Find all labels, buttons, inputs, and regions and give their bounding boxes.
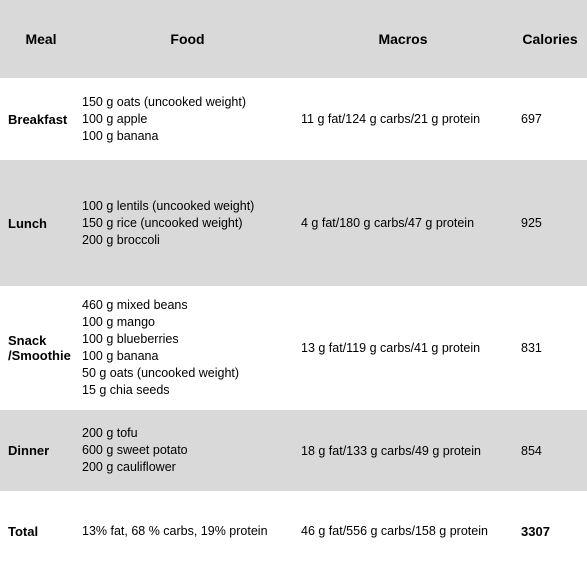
food-list: 200 g tofu 600 g sweet potato 200 g caul… — [82, 425, 293, 476]
food-item: 460 g mixed beans — [82, 298, 188, 312]
total-label: Total — [8, 523, 39, 539]
food-item: 150 g oats (uncooked weight) — [82, 94, 246, 109]
table-row-lunch: Lunch 100 g lentils (uncooked weight) 15… — [0, 160, 587, 286]
food-item: 15 g chia seeds — [82, 383, 170, 397]
header-meal: Meal — [25, 31, 57, 47]
total-macros: 46 g fat/556 g carbs/158 g protein — [301, 524, 488, 538]
total-calories: 3307 — [521, 523, 550, 539]
macros-value: 4 g fat/180 g carbs/47 g protein — [301, 216, 475, 230]
header-macros: Macros — [378, 31, 428, 47]
meal-label: Snack /Smoothie — [0, 333, 82, 363]
macros-value: 11 g fat/124 g carbs/21 g protein — [301, 112, 481, 126]
food-item: 200 g broccoli — [82, 232, 160, 247]
food-list: 150 g oats (uncooked weight) 100 g apple… — [82, 94, 293, 145]
food-item: 100 g lentils (uncooked weight) — [82, 198, 255, 213]
total-ratio: 13% fat, 68 % carbs, 19% protein — [82, 523, 268, 538]
meal-label: Lunch — [8, 215, 47, 231]
food-item: 200 g tofu — [82, 426, 138, 440]
food-item: 100 g blueberries — [82, 332, 179, 346]
food-list: 100 g lentils (uncooked weight) 150 g ri… — [82, 198, 293, 249]
calories-value: 697 — [521, 112, 542, 126]
meal-label: Breakfast — [8, 111, 68, 127]
food-item: 150 g rice (uncooked weight) — [82, 215, 243, 230]
table-row-snack: Snack /Smoothie 460 g mixed beans 100 g … — [0, 286, 587, 410]
table-row-dinner: Dinner 200 g tofu 600 g sweet potato 200… — [0, 410, 587, 491]
total-row: Total 13% fat, 68 % carbs, 19% protein 4… — [0, 491, 587, 571]
food-item: 100 g mango — [82, 315, 155, 329]
food-item: 200 g cauliflower — [82, 460, 176, 474]
header-food: Food — [170, 30, 205, 47]
food-list: 460 g mixed beans 100 g mango 100 g blue… — [82, 297, 293, 399]
meal-label-line: /Smoothie — [8, 348, 71, 363]
food-item: 100 g banana — [82, 128, 159, 143]
macros-value: 13 g fat/119 g carbs/41 g protein — [301, 341, 481, 355]
header-calories: Calories — [522, 31, 578, 47]
food-item: 100 g apple — [82, 111, 148, 126]
macros-value: 18 g fat/133 g carbs/49 g protein — [301, 443, 481, 458]
header-row: Meal Food Macros Calories — [0, 0, 587, 78]
meal-label-line: Snack — [8, 333, 47, 348]
calories-value: 831 — [521, 341, 542, 355]
calories-value: 925 — [521, 216, 542, 230]
food-item: 100 g banana — [82, 349, 159, 363]
table-row-breakfast: Breakfast 150 g oats (uncooked weight) 1… — [0, 78, 587, 160]
food-item: 50 g oats (uncooked weight) — [82, 366, 240, 380]
calories-value: 854 — [521, 443, 542, 458]
meal-label: Dinner — [8, 443, 50, 458]
food-item: 600 g sweet potato — [82, 443, 188, 457]
